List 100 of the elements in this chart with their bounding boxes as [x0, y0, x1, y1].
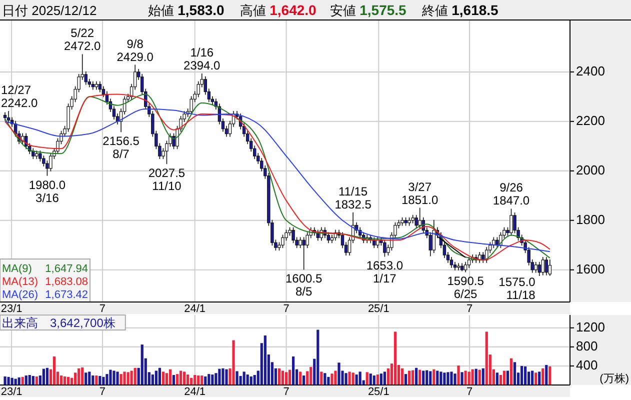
bar [380, 374, 382, 385]
bar [218, 368, 221, 385]
candlestick [418, 207, 422, 229]
bar [366, 372, 368, 385]
y-tick-label: 1600 [576, 261, 605, 276]
annotation: 1/16 2394.0 [184, 45, 221, 72]
x-tick-label: 24/1 [184, 303, 206, 315]
x-tick-label: 7 [283, 303, 290, 315]
bar [222, 368, 224, 385]
y-tick-label: 2400 [576, 63, 605, 78]
bar [284, 372, 288, 385]
bar [46, 368, 49, 385]
bar [88, 372, 91, 385]
bar [116, 372, 119, 385]
bar [316, 330, 320, 385]
bar [84, 372, 88, 385]
bar [440, 372, 442, 385]
candlestick [534, 262, 538, 274]
bar [545, 365, 548, 385]
bar [242, 372, 246, 385]
bar [306, 371, 309, 385]
bar [126, 372, 130, 385]
y-axis-title: (万株) [600, 372, 629, 385]
candlestick [544, 256, 548, 276]
text: MA(26) [2, 289, 38, 301]
bar [232, 340, 235, 385]
bar [369, 374, 372, 385]
x-tick-label: 25/1 [368, 303, 390, 315]
bar [208, 374, 210, 385]
annotation: 12/27 2242.0 [1, 83, 38, 110]
bar [42, 368, 45, 385]
bar [194, 375, 196, 385]
bar [81, 367, 84, 385]
bar [348, 372, 351, 385]
annotation: 11/15 1832.5 [334, 184, 372, 212]
x-tick-label: 7 [466, 303, 473, 315]
candlestick [548, 259, 552, 276]
bar [288, 370, 292, 385]
bar [464, 370, 467, 385]
chart-title: 出来高 3,642,700株 [2, 316, 116, 330]
bar [211, 374, 214, 385]
bar [446, 372, 450, 385]
bar [534, 372, 538, 385]
annotation: 9/8 2429.0 [116, 36, 154, 64]
text: 安値 1,575.5 [330, 2, 407, 18]
bar [355, 374, 358, 385]
bar [200, 375, 204, 385]
bar [432, 369, 436, 385]
candlestick [538, 262, 541, 276]
bar [538, 372, 541, 385]
bar [140, 344, 144, 385]
bar [334, 370, 337, 385]
bar [344, 373, 348, 385]
candlestick [49, 152, 52, 172]
candlestick [428, 232, 432, 257]
bar [197, 375, 200, 385]
bar [281, 370, 284, 385]
bar [426, 370, 428, 385]
bar [485, 332, 488, 385]
bar [372, 375, 376, 385]
candlestick [172, 132, 176, 150]
bar [436, 370, 439, 385]
bar [32, 376, 34, 385]
bar [130, 370, 133, 385]
bar [24, 375, 28, 385]
bar [172, 375, 176, 385]
bar [278, 368, 281, 385]
bar [478, 370, 481, 385]
bar [154, 370, 158, 385]
bar [302, 375, 306, 385]
bar [225, 369, 228, 385]
annotation: 9/26 1847.0 [492, 180, 530, 208]
bar [400, 368, 404, 385]
bar [292, 356, 295, 385]
candlestick [326, 232, 330, 244]
annotation: 1590.5 6/25 [447, 274, 484, 302]
bar [422, 370, 425, 385]
candlestick [298, 236, 302, 248]
bar [92, 375, 94, 385]
bar [502, 370, 506, 385]
bar [158, 368, 161, 385]
bar [109, 370, 112, 385]
bar [429, 371, 432, 385]
y-tick-label: 1200 [576, 319, 605, 334]
bar [330, 374, 334, 385]
bar [35, 376, 38, 385]
bar [520, 366, 524, 385]
bar [482, 368, 484, 385]
bar [394, 332, 397, 385]
bar [496, 372, 498, 385]
bar [74, 372, 77, 385]
y-tick-label: 400 [576, 357, 598, 372]
candlestick [6, 110, 10, 124]
text: MA(9) [2, 263, 32, 275]
bar [250, 376, 252, 385]
text: MA(13) [2, 276, 38, 288]
bar [112, 370, 116, 385]
bar [412, 370, 414, 385]
bar [474, 368, 478, 385]
y-tick-label: 2200 [576, 112, 605, 128]
